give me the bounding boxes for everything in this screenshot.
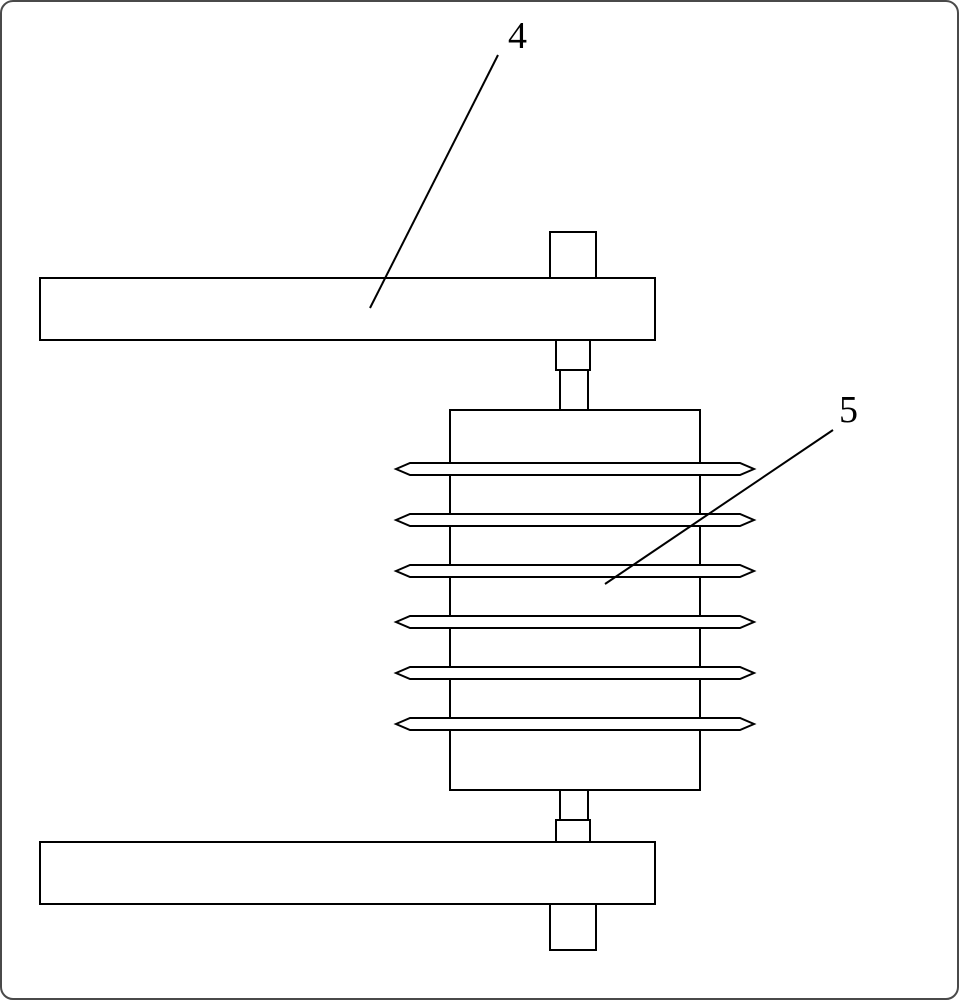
top-cap (550, 232, 596, 278)
insulator-fin-1 (396, 463, 754, 475)
insulator-fin-6 (396, 718, 754, 730)
bottom-bar (40, 842, 655, 904)
shaft-bottom (560, 790, 588, 820)
diagram-canvas: 4 5 (0, 0, 959, 1000)
diagram-svg (0, 0, 959, 1000)
insulator-fin-5 (396, 667, 754, 679)
callout-label-4: 4 (508, 14, 527, 58)
insulator-fin-4 (396, 616, 754, 628)
insulator-fin-3 (396, 565, 754, 577)
callout-label-5: 5 (839, 388, 858, 432)
shaft-top (560, 370, 588, 410)
bottom-boss (550, 904, 596, 950)
top-bar (40, 278, 655, 340)
leader-line-4 (370, 55, 498, 308)
neck-bottom (556, 820, 590, 842)
neck-top (556, 340, 590, 370)
